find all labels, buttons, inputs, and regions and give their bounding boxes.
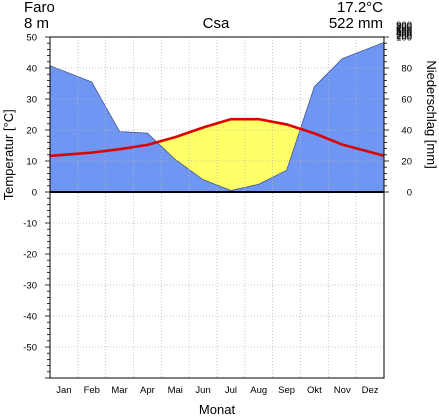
month-label: Sep bbox=[278, 385, 295, 396]
month-label: Mar bbox=[111, 385, 127, 396]
mean-temperature: 17.2°C bbox=[336, 0, 383, 16]
temp-tick-label: 30 bbox=[26, 95, 37, 106]
month-label: Apr bbox=[140, 385, 155, 396]
precip-tick-label: 400 bbox=[396, 28, 412, 39]
temp-tick-label: -10 bbox=[23, 219, 37, 230]
month-label: Jul bbox=[225, 385, 237, 396]
precip-tick-label: 500 bbox=[396, 26, 412, 37]
temp-tick-label: 0 bbox=[32, 188, 37, 199]
temp-tick-label: 40 bbox=[26, 64, 37, 75]
precip-tick-label: 900 bbox=[396, 20, 412, 31]
plot-frame bbox=[49, 36, 385, 379]
station-elevation: 8 m bbox=[24, 15, 50, 32]
y-axis-title-right: Niederschlag [mm] bbox=[424, 60, 439, 168]
month-label: Nov bbox=[334, 385, 351, 396]
temp-tick-label: 50 bbox=[26, 33, 37, 44]
temp-tick-label: -20 bbox=[23, 250, 37, 261]
precip-tick-label: 700 bbox=[396, 23, 412, 34]
precip-tick-label: 100 bbox=[396, 33, 412, 44]
station-name: Faro bbox=[24, 0, 55, 16]
precip-tick-label: 300 bbox=[396, 29, 412, 40]
precipitation-curve bbox=[49, 42, 385, 191]
precip-tick-label: 600 bbox=[396, 25, 412, 36]
month-label: Jun bbox=[195, 385, 210, 396]
temp-tick-label: -50 bbox=[23, 343, 37, 354]
precip-tick-label: 0 bbox=[407, 188, 412, 199]
temp-tick-label: 20 bbox=[26, 126, 37, 137]
month-label: Feb bbox=[84, 385, 100, 396]
precip-tick-label: 800 bbox=[396, 22, 412, 33]
precip-tick-label: 80 bbox=[401, 64, 412, 75]
precip-tick-label: 60 bbox=[401, 95, 412, 106]
month-label: Jan bbox=[56, 385, 71, 396]
month-label: Okt bbox=[307, 385, 322, 396]
x-axis-title: Monat bbox=[199, 402, 236, 417]
arid-area bbox=[157, 119, 301, 191]
temp-tick-label: 10 bbox=[26, 157, 37, 168]
temp-tick-label: -30 bbox=[23, 281, 37, 292]
y-axis-title-left: Temperatur [°C] bbox=[1, 109, 16, 200]
temp-tick-label: -40 bbox=[23, 312, 37, 323]
precip-tick-label: 40 bbox=[401, 126, 412, 137]
month-label: Aug bbox=[250, 385, 267, 396]
month-label: Mai bbox=[168, 385, 183, 396]
month-label: Dez bbox=[362, 385, 379, 396]
temperature-curve bbox=[49, 117, 385, 158]
annual-precipitation: 522 mm bbox=[328, 15, 383, 32]
precip-tick-label: 20 bbox=[401, 157, 412, 168]
precip-tick-label: 200 bbox=[396, 31, 412, 42]
